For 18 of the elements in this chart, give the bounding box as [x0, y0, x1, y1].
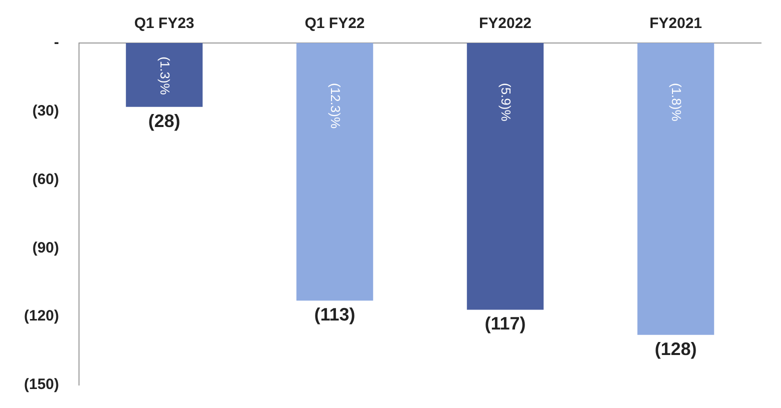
x-tick-label: FY2021 — [649, 15, 702, 32]
data-label: (28) — [148, 110, 180, 131]
y-tick-label: (60) — [32, 170, 60, 188]
data-label: (117) — [484, 314, 526, 334]
y-tick-label: - — [54, 34, 60, 52]
x-tick-label: Q1 FY23 — [134, 15, 194, 32]
annotation: (1.8)% — [669, 83, 684, 122]
data-label: (113) — [314, 304, 356, 325]
annotation: (1.3)% — [158, 56, 173, 96]
annotation: (5.9)% — [498, 83, 514, 122]
x-tick-label: FY2022 — [478, 15, 532, 32]
data-label: (128) — [654, 338, 697, 359]
y-tick-label: (90) — [32, 239, 60, 256]
y-tick-label: (120) — [24, 308, 60, 325]
y-tick-label: (150) — [24, 376, 60, 394]
annotation: (12.3)% — [328, 83, 344, 129]
y-tick-label: (30) — [32, 102, 60, 120]
x-tick-label: Q1 FY22 — [304, 15, 365, 32]
